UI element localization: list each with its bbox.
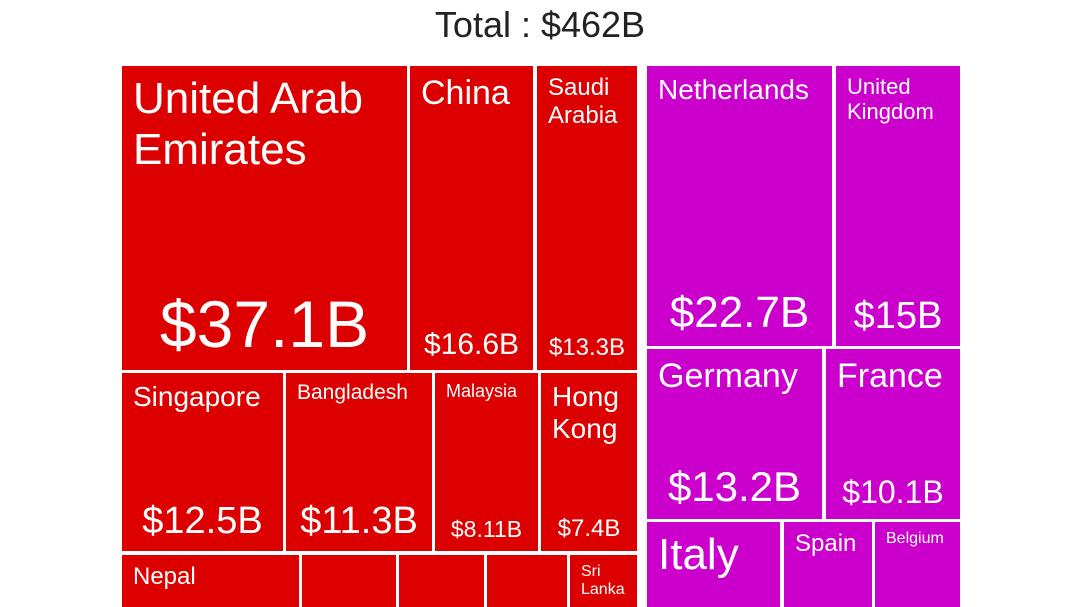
tile-value-label: $37.1B — [159, 287, 370, 361]
tile-label: Belgium — [886, 530, 944, 547]
treemap-tile: Spain — [784, 522, 872, 607]
treemap-tile: Saudi Arabia $13.3B — [537, 66, 637, 370]
tile-label: Sri Lanka — [581, 563, 625, 599]
treemap-tile: Nepal — [122, 555, 299, 607]
treemap-tile: Bangladesh $11.3B — [286, 373, 432, 551]
tile-value-label: $7.4B — [557, 515, 621, 542]
treemap-tile: Sri Lanka — [570, 555, 637, 607]
tile-label: Malaysia — [446, 381, 518, 401]
treemap-tile: United Arab Emirates $37.1B — [122, 66, 407, 370]
treemap-tile: Malaysia $8.11B — [435, 373, 538, 551]
tile-label: Germany — [658, 357, 798, 395]
treemap-tile: China $16.6B — [410, 66, 533, 370]
tile-label: Netherlands — [658, 74, 809, 105]
tile-label: France — [837, 357, 943, 395]
treemap-tile: Italy — [647, 522, 780, 607]
treemap-tile: Netherlands $22.7B — [647, 66, 832, 346]
tile-label: China — [421, 74, 510, 112]
treemap-tile: United Kingdom $15B — [836, 66, 960, 346]
tile-label: Nepal — [133, 563, 196, 590]
tile-value-label: $16.6B — [423, 328, 520, 361]
tile-value-label: $13.2B — [667, 463, 802, 510]
treemap-tile: Germany $13.2B — [647, 349, 822, 519]
tile-value-label: $12.5B — [142, 500, 263, 542]
tile-value-label: $8.11B — [450, 516, 523, 542]
tile-label: Italy — [658, 530, 739, 579]
tile-label: United Arab Emirates — [133, 74, 363, 174]
tile-label: United Kingdom — [847, 74, 934, 125]
treemap-tile: Singapore $12.5B — [122, 373, 283, 551]
tile-value-label: $11.3B — [300, 500, 418, 542]
treemap-tile: Belgium — [875, 522, 960, 607]
chart-title: Total : $462B — [434, 4, 646, 45]
tile-value-label: $13.3B — [548, 334, 626, 361]
tile-value-label: $10.1B — [842, 474, 944, 510]
tile-label: Spain — [795, 530, 857, 557]
tile-value-label: $22.7B — [669, 288, 810, 337]
tile-label: Singapore — [133, 381, 261, 412]
treemap-tile: France $10.1B — [826, 349, 960, 519]
tile-label: Saudi Arabia — [548, 74, 618, 129]
tile-label: Hong Kong — [552, 381, 619, 445]
tile-label: Bangladesh — [297, 381, 408, 404]
treemap-tile — [399, 555, 484, 607]
tile-value-label: $15B — [853, 295, 943, 337]
treemap-tile: Hong Kong $7.4B — [541, 373, 637, 551]
treemap-tile — [302, 555, 396, 607]
treemap-tile — [487, 555, 567, 607]
